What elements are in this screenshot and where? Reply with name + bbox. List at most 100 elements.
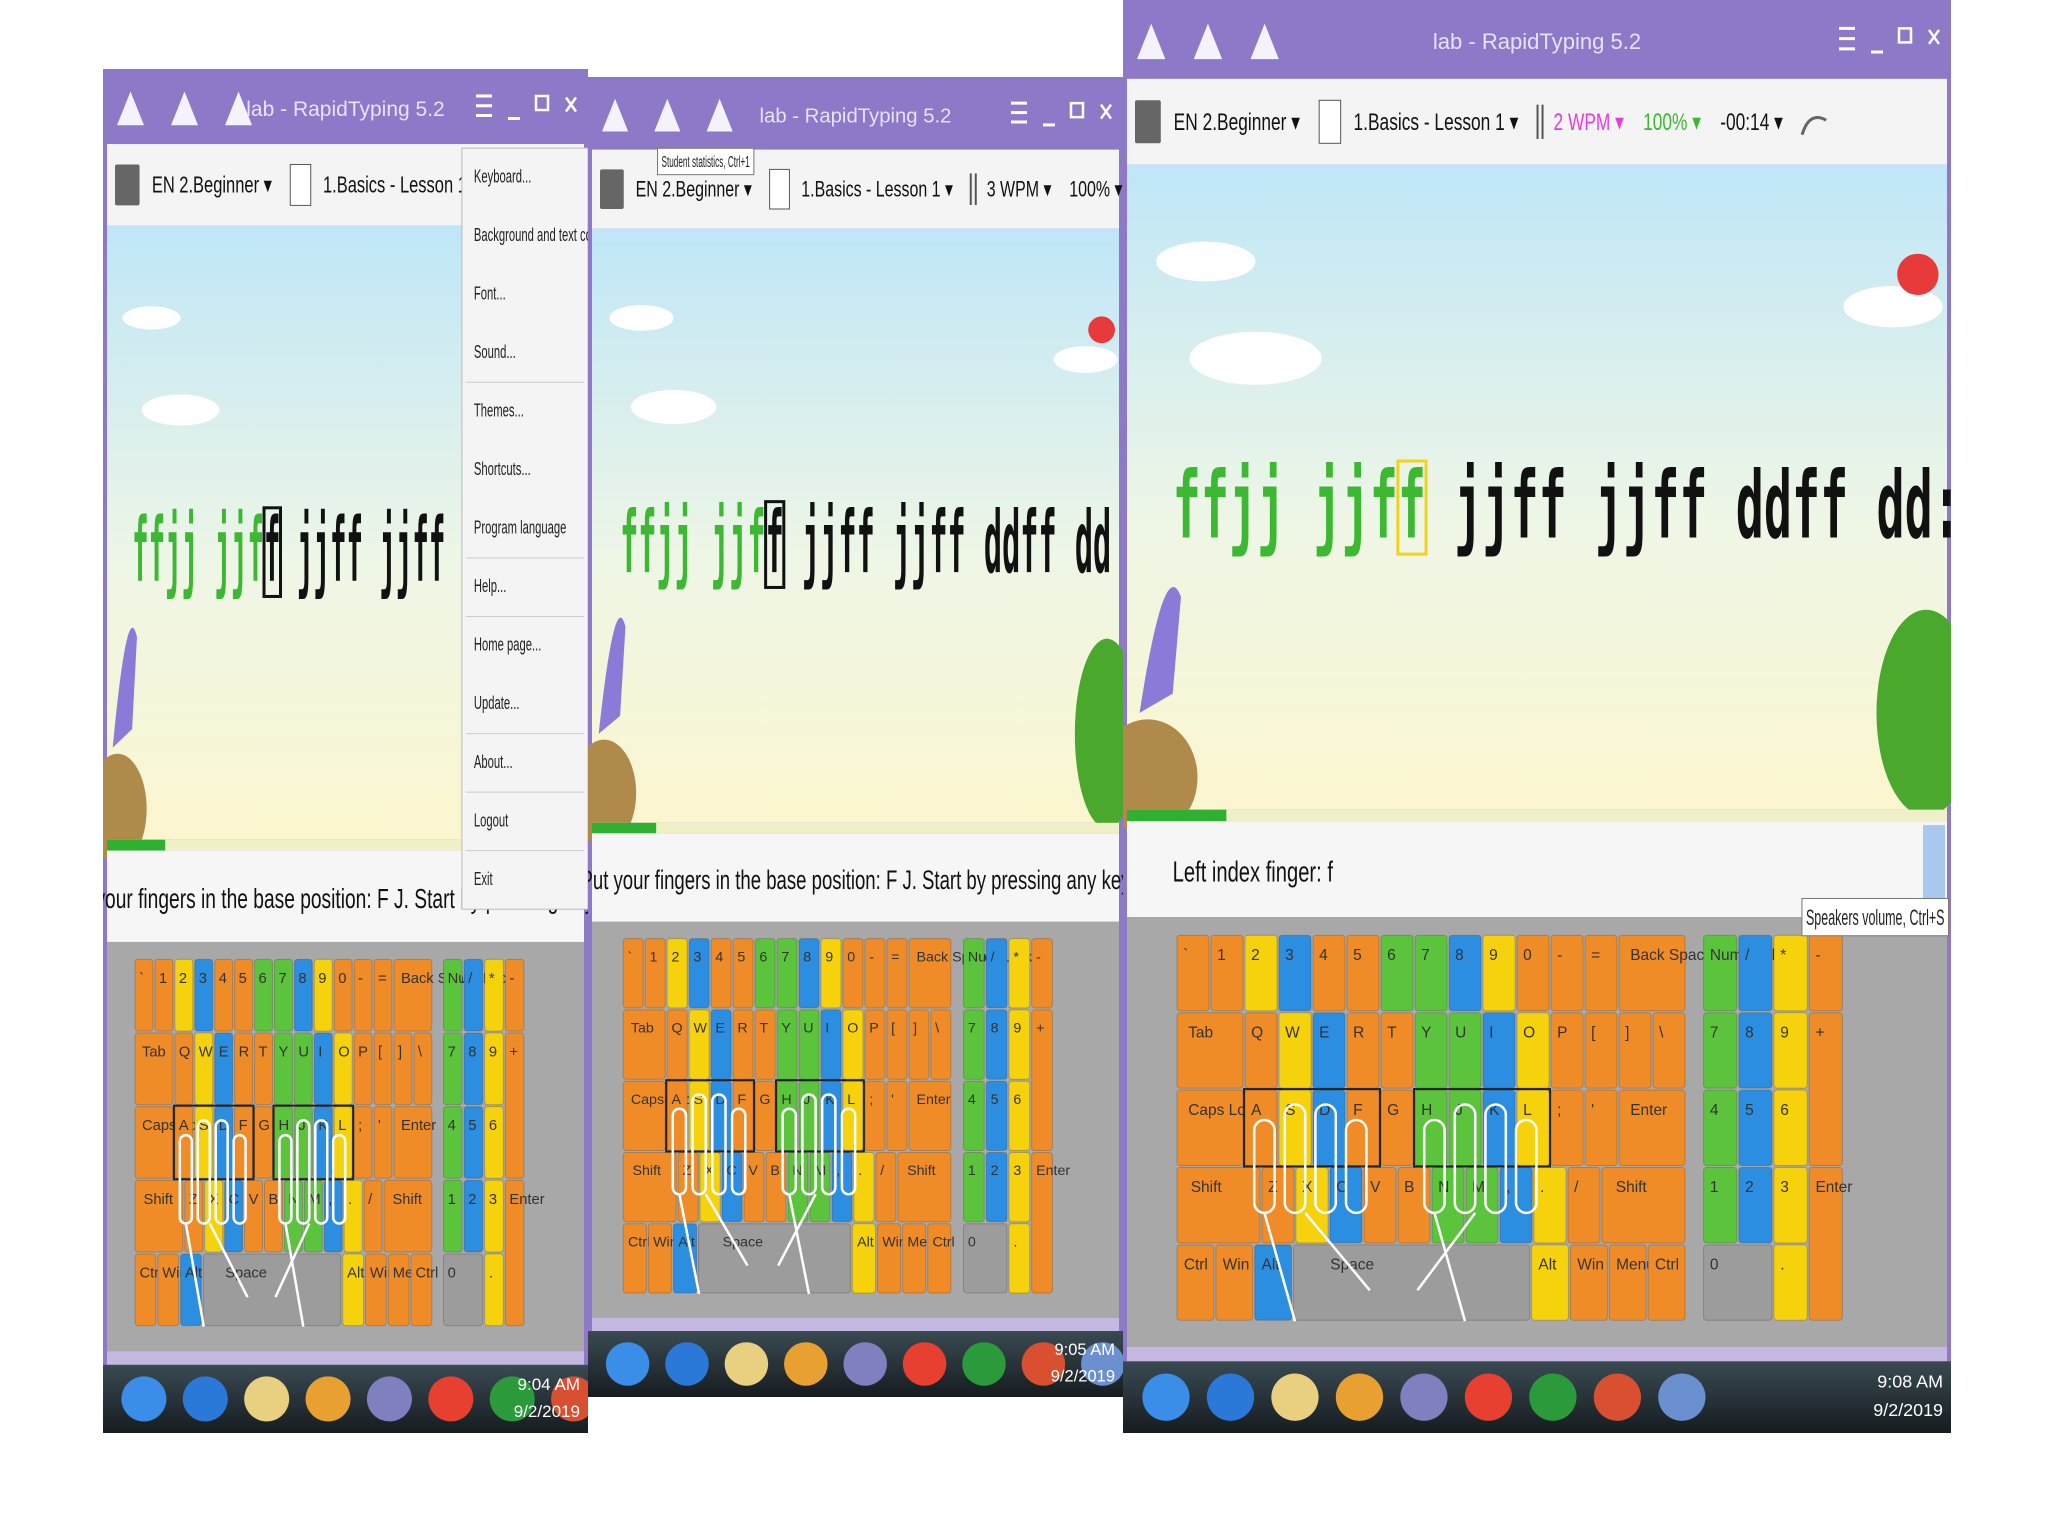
toolbar-item[interactable]: 100% ▾ [1643, 109, 1701, 135]
title-icon[interactable] [225, 91, 253, 126]
key [1414, 934, 1448, 1012]
close-button[interactable] [1099, 103, 1113, 120]
title-icon[interactable] [706, 98, 733, 132]
restore-button[interactable] [534, 94, 550, 112]
taskbar-icon[interactable] [724, 1342, 769, 1386]
toolbar-item[interactable]: 1.Basics - Lesson 1 ▾ [1354, 109, 1519, 135]
numpad-key-label: . [1013, 1234, 1017, 1250]
menu-item[interactable]: Program language [474, 518, 566, 539]
numpad-key [484, 1253, 504, 1327]
taskbar-icon[interactable] [902, 1342, 947, 1386]
toolbar-item[interactable]: 2 WPM ▾ [1554, 109, 1625, 135]
taskbar-icon[interactable] [366, 1376, 412, 1422]
menu-item[interactable]: Logout [474, 811, 509, 832]
tooltip-text: Student statistics, Ctrl+1 [662, 154, 750, 171]
key-label: 2 [179, 971, 187, 987]
key [886, 1080, 908, 1151]
taskbar-icon[interactable] [962, 1342, 1006, 1386]
taskbar-icon[interactable] [1142, 1373, 1190, 1421]
taskbar-icon[interactable] [605, 1342, 650, 1386]
keyboard-icon[interactable] [1135, 100, 1161, 144]
toolbar-item[interactable]: 3 WPM ▾ [987, 178, 1052, 202]
menu-item[interactable]: Background and text color... [474, 225, 613, 246]
speaker-button[interactable] [1923, 825, 1945, 914]
menu-item[interactable]: About... [474, 752, 513, 773]
close-button[interactable] [1927, 29, 1941, 45]
title-icon[interactable] [117, 91, 145, 126]
keyboard-icon[interactable] [115, 164, 140, 206]
restore-button[interactable] [1069, 101, 1085, 119]
toolbar-item[interactable]: -00:14 ▾ [1720, 109, 1783, 135]
menu-item[interactable]: Home page... [474, 635, 541, 656]
menu-item[interactable]: Themes... [474, 401, 524, 422]
numpad-key [1738, 1166, 1773, 1244]
toolbar-item[interactable]: 100% ▾ [1069, 178, 1123, 202]
key-label: O [1523, 1024, 1535, 1041]
menu-item[interactable]: Keyboard... [474, 167, 531, 188]
key [1278, 1012, 1312, 1089]
title-icon[interactable] [1250, 23, 1279, 60]
toolbar-item[interactable]: EN 2.Beginner ▾ [152, 173, 272, 198]
numpad-key [504, 958, 525, 1032]
key-label: 3 [199, 971, 207, 987]
menu-item[interactable]: Exit [474, 869, 493, 890]
key-label: Win [653, 1234, 678, 1250]
keyboard-icon[interactable] [600, 169, 624, 209]
restore-button[interactable] [1897, 27, 1913, 44]
key [393, 1032, 413, 1106]
title-icon[interactable] [1137, 23, 1166, 60]
taskbar-icon[interactable] [182, 1376, 228, 1422]
menu-item[interactable]: Update... [474, 693, 520, 714]
title-icon[interactable] [171, 91, 199, 126]
taskbar-icon[interactable] [244, 1376, 290, 1422]
typing-text: ffjj jjf [620, 493, 766, 593]
undo-icon[interactable] [1800, 116, 1827, 136]
taskbar-icon[interactable] [428, 1376, 474, 1422]
numpad-key [985, 1080, 1008, 1151]
title-icon[interactable] [654, 98, 681, 132]
typing-text: jjff jjff ddff dd [784, 493, 1111, 593]
pause-icon[interactable] [1536, 104, 1544, 140]
menu-item[interactable]: Sound... [474, 342, 516, 363]
key-label: R [239, 1044, 250, 1060]
taskbar-icon[interactable] [1529, 1373, 1577, 1421]
taskbar-icon[interactable] [665, 1342, 709, 1386]
key [851, 1223, 876, 1294]
taskbar-icon[interactable] [1021, 1342, 1066, 1386]
close-button[interactable] [564, 96, 578, 113]
title-icon[interactable] [602, 98, 629, 132]
toolbar-item[interactable]: EN 2.Beginner ▾ [1174, 109, 1301, 135]
taskbar-icon[interactable] [551, 1376, 596, 1422]
taskbar-icon[interactable] [121, 1376, 167, 1422]
taskbar-icon[interactable] [1206, 1373, 1255, 1421]
toolbar-item[interactable]: 1.Basics - Lesson 1 ▾ [801, 178, 953, 202]
toolbar-item[interactable]: 1.Basics - Lesson 1 ▾ [323, 173, 480, 198]
taskbar-icon[interactable] [489, 1376, 535, 1422]
taskbar-icon[interactable] [1593, 1373, 1642, 1421]
key-label: G [759, 1092, 770, 1108]
toolbar-item[interactable]: EN 2.Beginner ▾ [636, 178, 752, 202]
taskbar-icon[interactable] [1400, 1373, 1448, 1421]
key [897, 1151, 952, 1223]
menu-item[interactable]: Shortcuts... [474, 459, 531, 480]
taskbar-icon[interactable] [1081, 1342, 1125, 1386]
key-label: V [1370, 1179, 1381, 1196]
taskbar-icon[interactable] [1464, 1373, 1513, 1421]
finger [1344, 1118, 1368, 1215]
numpad-key [985, 1151, 1008, 1223]
typing-text: jjff jjff ddff dd: [1426, 451, 1961, 559]
taskbar-icon[interactable] [305, 1376, 351, 1422]
key-label: - [358, 971, 363, 987]
taskbar-icon[interactable] [1335, 1373, 1384, 1421]
taskbar-icon[interactable] [784, 1342, 828, 1386]
title-icon[interactable] [1193, 23, 1223, 60]
progress-bar [107, 839, 166, 851]
menu-item[interactable]: Help... [474, 576, 506, 597]
taskbar-icon[interactable] [843, 1342, 887, 1386]
key-label: 4 [715, 949, 723, 965]
taskbar-icon[interactable] [1271, 1373, 1319, 1421]
cloud [630, 389, 717, 425]
menu-item[interactable]: Font... [474, 284, 506, 305]
pause-icon[interactable] [969, 173, 977, 206]
taskbar-icon[interactable] [1658, 1373, 1706, 1421]
